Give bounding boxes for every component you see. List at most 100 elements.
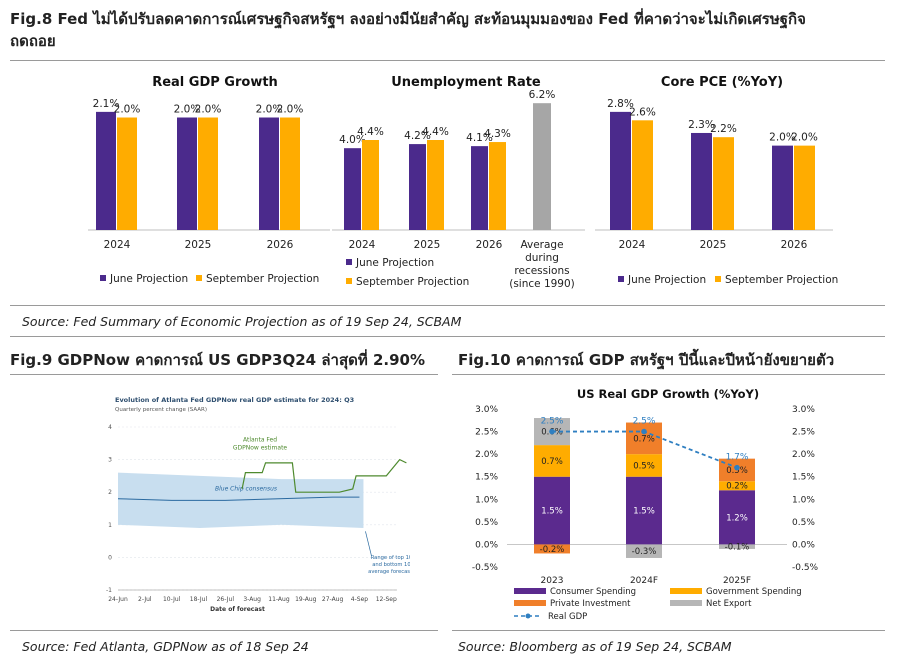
us-gdp-y-tick-label-left: 0.5% — [475, 518, 498, 528]
unemployment-rate-x-tick-label: 2024 — [349, 239, 376, 251]
core-pce-bar-june-2024 — [610, 111, 631, 230]
us-gdp-bar-government-spending-2025F — [719, 481, 755, 491]
fig10-title: Fig.10 คาดการณ์ GDP สหรัฐฯ ปีนี้และปีหน้… — [458, 351, 835, 369]
real-gdp-growth-chart: Real GDP Growth2.1%2.0%20242.0%2.0%20252… — [88, 75, 330, 285]
us-gdp-x-tick-label: 2025F — [723, 576, 751, 586]
us-gdp-x-tick-label: 2023 — [541, 576, 564, 586]
us-gdp-bar-net-export-2025F — [719, 544, 755, 549]
unemployment-rate-bar-september-2024 — [362, 140, 379, 230]
us-gdp-data-label: 0.5% — [633, 461, 655, 471]
us-gdp-bar-consumer-spending-2025F — [719, 490, 755, 545]
real-gdp-growth-x-tick-label: 2024 — [104, 239, 131, 251]
us-gdp-y-tick-label-right: 3.0% — [792, 405, 815, 415]
us-gdp-y-tick-label-left: 2.0% — [475, 450, 498, 460]
us-gdp-legend-swatch — [670, 600, 702, 606]
core-pce-title: Core PCE (%YoY) — [661, 75, 783, 90]
fig8-title-line2: ถดถอย — [10, 32, 56, 50]
unemployment-rate-chart: Unemployment Rate4.0%4.4%20244.2%4.4%202… — [332, 75, 585, 290]
unemployment-rate-bar-june-2026 — [471, 146, 488, 230]
real-gdp-growth-legend-swatch — [100, 275, 106, 281]
unemployment-rate-data-label: 4.4% — [357, 126, 384, 138]
gdpnow-y-tick-label: 2 — [108, 489, 112, 496]
gdpnow-x-tick-label: 26-Jul — [217, 596, 235, 603]
core-pce-bar-june-2026 — [772, 145, 793, 230]
gdpnow-x-axis-label: Date of forecast — [210, 606, 265, 613]
us-gdp-legend-label: Private Investment — [550, 599, 631, 609]
us-gdp-legend-swatch — [514, 600, 546, 606]
fig8-bottom-divider — [10, 305, 885, 306]
gdpnow-range-label: Range of top 10 — [371, 555, 410, 561]
gdpnow-x-tick-label: 27-Aug — [322, 596, 344, 603]
fig10-source: Source: Bloomberg as of 19 Sep 24, SCBAM — [458, 639, 732, 654]
us-gdp-bar-private-investment-2024F — [626, 422, 662, 455]
us-gdp-real-gdp-point — [641, 428, 647, 435]
core-pce-legend-label: September Projection — [725, 274, 838, 286]
gdpnow-x-tick-label: 10-Jul — [163, 596, 181, 603]
core-pce-bar-september-2024 — [632, 120, 653, 230]
gdpnow-range-pointer — [365, 531, 372, 556]
us-gdp-real-gdp-label: 2.5% — [541, 417, 564, 427]
core-pce-data-label: 2.0% — [769, 132, 796, 144]
us-gdp-data-label: 1.2% — [726, 513, 748, 523]
us-real-gdp-growth-chart: US Real GDP Growth (%YoY) -0.5% -0.5% 0.0% 0… — [472, 387, 819, 622]
fig8-top-divider — [10, 60, 885, 61]
fig8-source: Source: Fed Summary of Economic Projecti… — [22, 314, 462, 329]
us-gdp-real-gdp-point — [549, 428, 555, 435]
us-gdp-bar-private-investment-2023 — [534, 544, 570, 554]
us-gdp-y-tick-label-right: 0.0% — [792, 540, 815, 550]
us-gdp-bar-government-spending-2024F — [626, 454, 662, 477]
gdpnow-x-tick-label: 11-Aug — [268, 596, 290, 603]
core-pce-data-label: 2.0% — [791, 132, 818, 144]
core-pce-data-label: 2.2% — [710, 123, 737, 135]
real-gdp-growth-data-label: 2.0% — [256, 104, 283, 116]
us-gdp-data-label: 1.5% — [541, 507, 563, 517]
us-gdp-data-label: 1.5% — [633, 507, 655, 517]
core-pce-data-label: 2.3% — [688, 119, 715, 131]
real-gdp-growth-bar-september-2025 — [198, 117, 218, 230]
us-gdp-legend-label: Government Spending — [706, 587, 802, 597]
us-gdp-y-tick-label-left: -0.5% — [472, 563, 499, 573]
us-gdp-title: US Real GDP Growth (%YoY) — [577, 387, 759, 401]
fig8-title-line1: Fig.8 Fed ไม่ได้ปรับลดคาดการณ์เศรษฐกิจสห… — [10, 10, 806, 28]
unemployment-rate-bar-average — [533, 103, 551, 230]
unemployment-rate-data-label: 4.1% — [466, 132, 493, 144]
us-gdp-data-label: -0.1% — [725, 543, 750, 553]
gdpnow-estimate-label: Atlanta Fed — [243, 437, 277, 444]
us-gdp-data-label: 0.5% — [726, 466, 748, 476]
us-gdp-x-tick-label: 2024F — [630, 576, 658, 586]
real-gdp-growth-bar-june-2026 — [259, 117, 279, 230]
gdpnow-range-label: and bottom 10 — [372, 562, 410, 568]
us-gdp-bar-net-export-2024F — [626, 544, 662, 558]
us-gdp-bar-consumer-spending-2024F — [626, 476, 662, 545]
gdpnow-bluechip-line — [117, 496, 360, 501]
gdpnow-chart: Evolution of Atlanta Fed GDPNow real GDP… — [106, 396, 410, 613]
gdpnow-bluechip-label: Blue Chip consensus — [215, 486, 277, 493]
gdpnow-x-tick-label: 12-Sep — [376, 596, 397, 603]
unemployment-rate-bar-june-2024 — [344, 148, 361, 230]
core-pce-bar-september-2026 — [794, 145, 815, 230]
unemployment-rate-data-label: 4.3% — [484, 128, 511, 140]
unemployment-rate-x-tick-label: 2026 — [476, 239, 503, 251]
unemployment-rate-bar-june-2025 — [409, 144, 426, 230]
unemployment-rate-data-label: 6.2% — [529, 89, 556, 101]
us-gdp-legend-label: Real GDP — [548, 612, 587, 622]
fig9-source: Source: Fed Atlanta, GDPNow as of 18 Sep… — [22, 639, 309, 654]
core-pce-data-label: 2.8% — [607, 98, 634, 110]
gdpnow-y-tick-label: 0 — [108, 554, 112, 561]
us-gdp-real-gdp-point — [734, 464, 740, 471]
real-gdp-growth-bar-june-2024 — [96, 111, 116, 230]
gdpnow-y-tick-label: 3 — [108, 457, 112, 464]
unemployment-rate-x-tick-label: Average — [520, 239, 563, 251]
us-gdp-y-tick-label-right: 2.5% — [792, 428, 815, 438]
gdpnow-estimate-label: GDPNow estimate — [233, 445, 288, 452]
us-gdp-legend-point — [525, 613, 531, 619]
gdpnow-subtitle: Quarterly percent change (SAAR) — [115, 407, 207, 413]
us-gdp-real-gdp-label: 2.5% — [633, 417, 656, 427]
us-gdp-legend-label: Net Export — [706, 599, 752, 609]
unemployment-rate-legend-label: September Projection — [356, 276, 469, 288]
unemployment-rate-x-tick-label: recessions — [514, 265, 569, 277]
real-gdp-growth-legend-label: September Projection — [206, 273, 319, 285]
fig10-top-divider — [452, 374, 885, 375]
gdpnow-x-tick-label: 19-Aug — [295, 596, 317, 603]
gdpnow-range-label: average forecasts — [368, 569, 410, 575]
